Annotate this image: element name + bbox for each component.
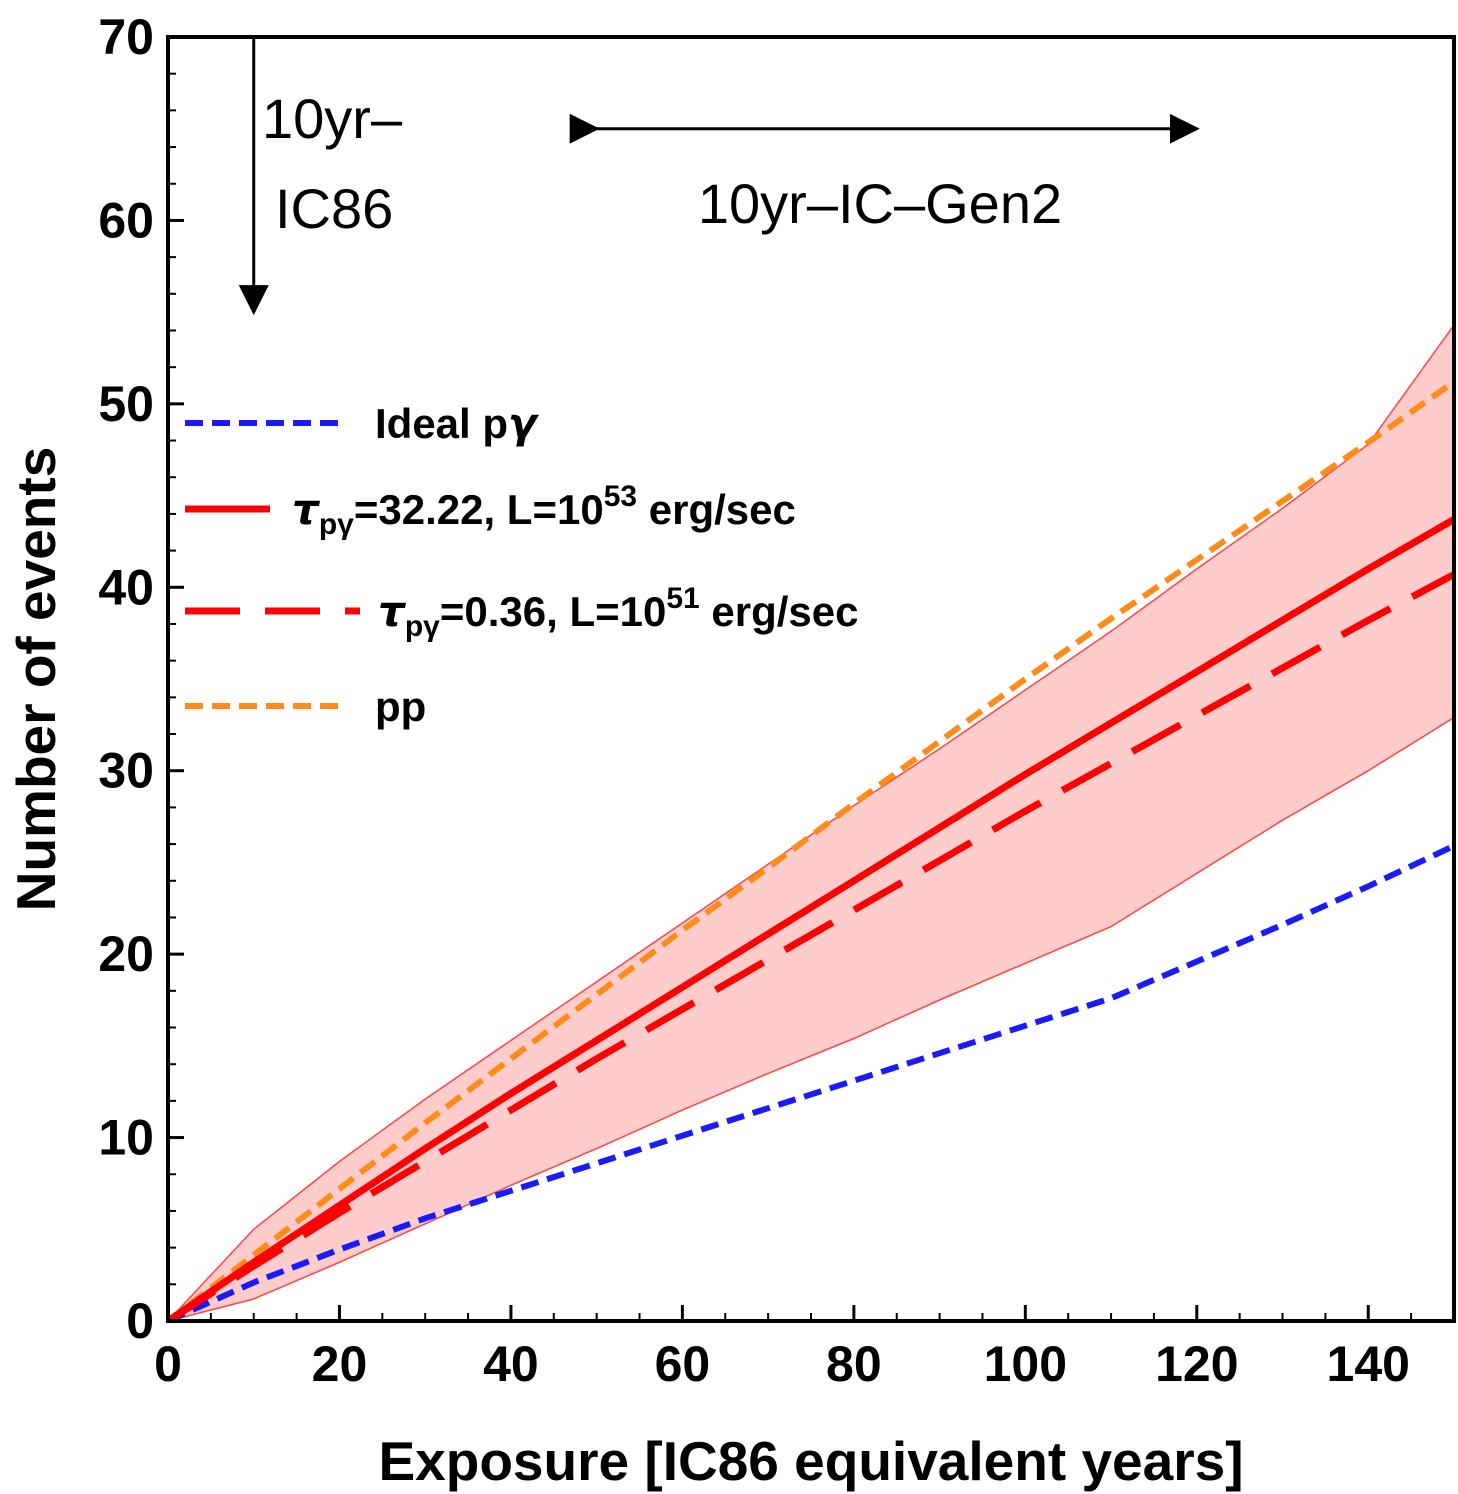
y-tick-label: 10 (98, 1110, 154, 1166)
series-layer (168, 379, 1454, 1321)
x-tick-label: 60 (655, 1336, 711, 1392)
x-tick-label: 20 (312, 1336, 368, 1392)
series-line-0 (168, 843, 1454, 1321)
series-line-2 (168, 571, 1454, 1321)
annotation-ic86-line1: 10yr– (262, 87, 403, 150)
annotation-gen2-label: 10yr–IC–Gen2 (698, 172, 1062, 235)
annotation-ic86-line2: IC86 (275, 177, 393, 240)
x-tick-label: 120 (1155, 1336, 1238, 1392)
x-tick-label: 0 (154, 1336, 182, 1392)
x-tick-label: 100 (984, 1336, 1067, 1392)
legend-label-ideal-pgamma: Ideal pγ (375, 399, 540, 448)
x-tick-label: 40 (483, 1336, 539, 1392)
legend-label-pp: pp (375, 683, 426, 730)
y-axis-ticks: 0 10 20 30 40 50 60 70 (98, 9, 184, 1349)
y-tick-label: 70 (98, 9, 154, 65)
x-axis-label: Exposure [IC86 equivalent years] (378, 1430, 1243, 1492)
annotation-gen2: 10yr–IC–Gen2 (569, 113, 1200, 235)
x-axis-ticks: 0 20 40 60 80 100 120 140 (154, 1305, 1413, 1392)
y-axis-label: Number of events (5, 447, 67, 912)
y-tick-label: 60 (98, 192, 154, 248)
y-tick-label: 30 (98, 743, 154, 799)
series-line-3 (168, 379, 1454, 1321)
y-tick-label: 0 (126, 1293, 154, 1349)
x-tick-label: 80 (826, 1336, 882, 1392)
y-tick-label: 50 (98, 376, 154, 432)
legend-label-tau-32: τpγ=32.22, L=1053 erg/sec (292, 480, 796, 541)
legend-label-tau-036: τpγ=0.36, L=1051 erg/sec (378, 582, 859, 643)
x-tick-label: 140 (1327, 1336, 1410, 1392)
y-tick-label: 40 (98, 559, 154, 615)
annotation-ic86: 10yr– IC86 (238, 37, 403, 316)
series-line-1 (168, 516, 1454, 1321)
y-tick-label: 20 (98, 926, 154, 982)
legend: Ideal pγ τpγ=32.22, L=1053 erg/sec τpγ=0… (185, 399, 859, 730)
